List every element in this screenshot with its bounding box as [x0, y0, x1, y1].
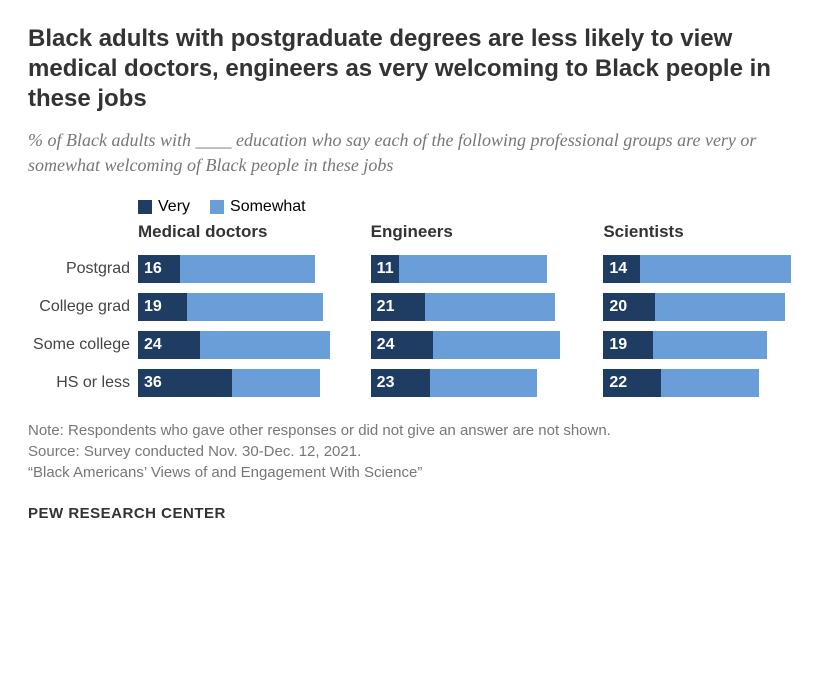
- note-line: “Black Americans’ Views of and Engagemen…: [28, 462, 812, 483]
- bar-segment-somewhat: [187, 293, 322, 321]
- stacked-bar: 19: [603, 331, 767, 359]
- bar-segment-somewhat: [180, 255, 315, 283]
- note-line: Note: Respondents who gave other respons…: [28, 420, 812, 441]
- bar-segment-somewhat: [425, 293, 555, 321]
- bar-row: 19: [138, 288, 347, 326]
- bar-row: 24: [138, 326, 347, 364]
- bar-segment-somewhat: [640, 255, 791, 283]
- chart-area: PostgradCollege gradSome collegeHS or le…: [28, 222, 812, 402]
- bar-segment-very: 19: [138, 293, 187, 321]
- legend: Very Somewhat: [138, 198, 812, 216]
- bar-segment-very: 24: [138, 331, 200, 359]
- group-title: Engineers: [371, 222, 580, 250]
- bar-segment-somewhat: [399, 255, 547, 283]
- legend-swatch-very: [138, 200, 152, 214]
- footer-attribution: PEW RESEARCH CENTER: [28, 505, 812, 522]
- chart-title: Black adults with postgraduate degrees a…: [28, 24, 812, 114]
- bar-row: 20: [603, 288, 812, 326]
- bar-segment-very: 22: [603, 369, 660, 397]
- bar-segment-very: 23: [371, 369, 431, 397]
- stacked-bar: 14: [603, 255, 790, 283]
- bar-segment-somewhat: [232, 369, 320, 397]
- bar-segment-very: 20: [603, 293, 655, 321]
- bar-row: 24: [371, 326, 580, 364]
- bar-row: 21: [371, 288, 580, 326]
- stacked-bar: 22: [603, 369, 759, 397]
- legend-swatch-somewhat: [210, 200, 224, 214]
- bar-row: 14: [603, 250, 812, 288]
- bar-segment-very: 14: [603, 255, 639, 283]
- bar-segment-very: 16: [138, 255, 180, 283]
- row-label: HS or less: [28, 364, 138, 402]
- stacked-bar: 19: [138, 293, 323, 321]
- bar-row: 19: [603, 326, 812, 364]
- stacked-bar: 24: [138, 331, 330, 359]
- stacked-bar: 20: [603, 293, 785, 321]
- bar-segment-somewhat: [433, 331, 560, 359]
- stacked-bar: 36: [138, 369, 320, 397]
- legend-label-somewhat: Somewhat: [230, 198, 306, 216]
- stacked-bar: 23: [371, 369, 537, 397]
- bar-row: 22: [603, 364, 812, 402]
- bar-segment-very: 24: [371, 331, 433, 359]
- bar-row: 16: [138, 250, 347, 288]
- chart-notes: Note: Respondents who gave other respons…: [28, 420, 812, 483]
- bar-segment-very: 11: [371, 255, 400, 283]
- legend-item-very: Very: [138, 198, 190, 216]
- bar-row: 23: [371, 364, 580, 402]
- group-title: Scientists: [603, 222, 812, 250]
- bar-segment-somewhat: [200, 331, 330, 359]
- bar-row: 11: [371, 250, 580, 288]
- bar-row: 36: [138, 364, 347, 402]
- bar-segment-very: 36: [138, 369, 232, 397]
- stacked-bar: 11: [371, 255, 548, 283]
- bar-segment-somewhat: [655, 293, 785, 321]
- bar-segment-somewhat: [653, 331, 767, 359]
- legend-item-somewhat: Somewhat: [210, 198, 306, 216]
- stacked-bar: 24: [371, 331, 561, 359]
- bar-segment-somewhat: [661, 369, 760, 397]
- chart-subtitle: % of Black adults with ____ education wh…: [28, 128, 812, 178]
- legend-label-very: Very: [158, 198, 190, 216]
- chart-group: Medical doctors 16 19 24 36: [138, 222, 347, 402]
- row-labels: PostgradCollege gradSome collegeHS or le…: [28, 222, 138, 402]
- row-label: Postgrad: [28, 250, 138, 288]
- stacked-bar: 21: [371, 293, 556, 321]
- note-line: Source: Survey conducted Nov. 30-Dec. 12…: [28, 441, 812, 462]
- stacked-bar: 16: [138, 255, 315, 283]
- group-title: Medical doctors: [138, 222, 347, 250]
- row-label: College grad: [28, 288, 138, 326]
- bar-segment-very: 21: [371, 293, 426, 321]
- row-label: Some college: [28, 326, 138, 364]
- chart-group: Engineers 11 21 24 23: [371, 222, 580, 402]
- chart-groups: Medical doctors 16 19 24 36 Engineers 11 21 24 23…: [138, 222, 812, 402]
- bar-segment-somewhat: [430, 369, 537, 397]
- bar-segment-very: 19: [603, 331, 652, 359]
- chart-group: Scientists 14 20 19 22: [603, 222, 812, 402]
